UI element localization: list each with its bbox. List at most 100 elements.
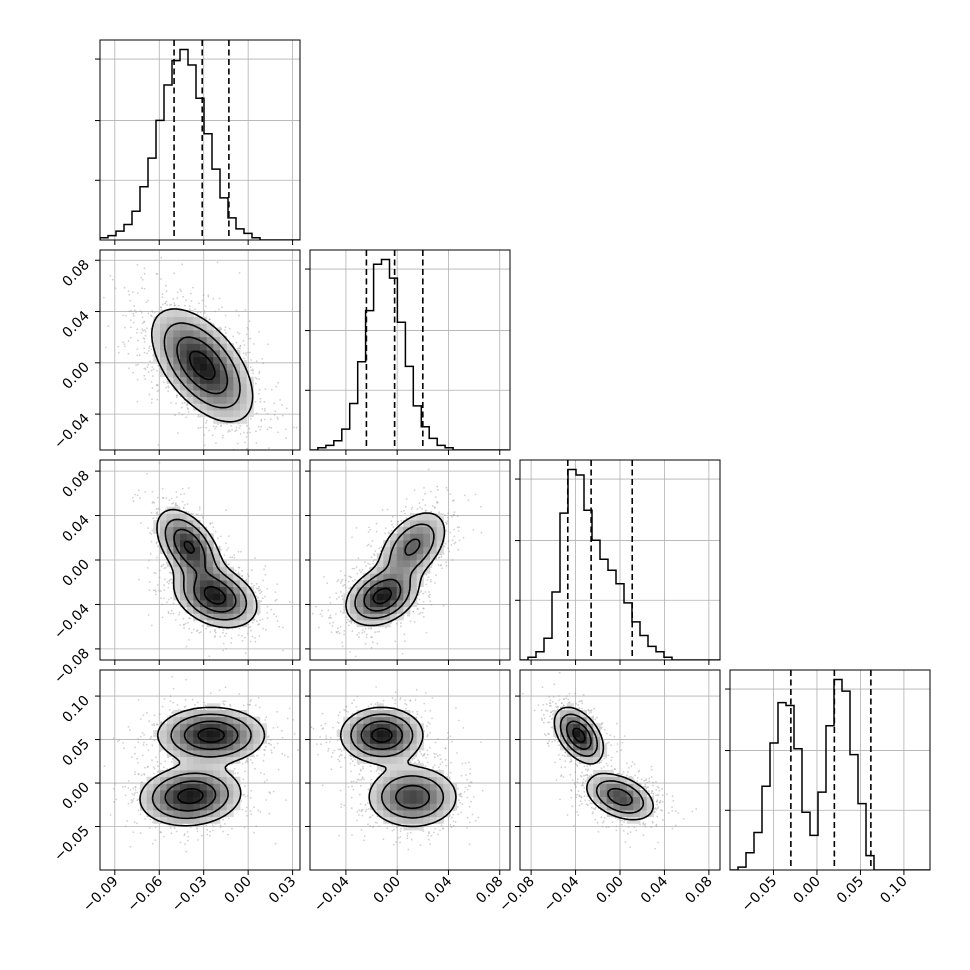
density-cell [180, 553, 188, 561]
sample-point [328, 617, 330, 619]
sample-point [438, 556, 441, 559]
sample-point [242, 431, 245, 434]
sample-point [185, 403, 188, 406]
sample-point [287, 756, 289, 758]
density-cell [396, 553, 404, 561]
sample-point [146, 473, 149, 475]
sample-point [136, 494, 139, 497]
density-cell [186, 553, 194, 561]
sample-point [165, 497, 168, 499]
sample-point [374, 550, 377, 552]
density-cell [206, 343, 214, 351]
sample-point [262, 362, 265, 365]
sample-point [259, 400, 262, 403]
sample-point [339, 582, 342, 584]
sample-point [440, 564, 443, 567]
density-cell [220, 600, 228, 608]
sample-point [250, 629, 252, 632]
sample-point [130, 326, 132, 329]
sample-point [257, 596, 259, 599]
sample-point [156, 511, 159, 513]
density-cell [186, 316, 194, 324]
density-cell [403, 553, 411, 561]
sample-point [177, 304, 180, 307]
sample-point [176, 504, 179, 507]
sample-point [369, 529, 372, 531]
sample-point [422, 607, 425, 610]
sample-point [175, 502, 177, 504]
density-cell [213, 580, 221, 588]
density-cell [206, 396, 214, 404]
sample-point [266, 605, 269, 608]
sample-point [150, 315, 153, 318]
density-cell [153, 343, 161, 351]
density-cell [226, 580, 234, 588]
density-cell [206, 580, 214, 588]
sample-point [156, 556, 158, 559]
density-cell [403, 520, 411, 528]
density-cell [206, 593, 214, 601]
sample-point [163, 381, 165, 384]
sample-point [159, 713, 161, 716]
sample-point [165, 300, 168, 303]
density-cell [206, 336, 214, 344]
sample-point [311, 612, 314, 615]
sample-point [163, 567, 166, 570]
sample-point [235, 341, 238, 344]
sample-point [419, 506, 421, 509]
sample-point [375, 530, 378, 533]
sample-point [166, 304, 169, 306]
sample-point [255, 360, 258, 362]
sample-point [268, 426, 271, 429]
density-cell [180, 566, 188, 574]
sample-point [447, 547, 450, 550]
sample-point [430, 510, 433, 513]
sample-point [143, 320, 146, 323]
sample-point [365, 636, 368, 639]
sample-point [225, 632, 228, 635]
sample-point [146, 352, 149, 355]
sample-point [372, 560, 375, 562]
sample-point [159, 569, 161, 572]
sample-point [211, 824, 214, 827]
sample-point [203, 701, 206, 704]
sample-point [259, 397, 262, 400]
sample-point [157, 444, 160, 446]
density-cell [186, 566, 194, 574]
sample-point [199, 311, 202, 314]
density-cell [246, 600, 254, 608]
density-cell [200, 356, 208, 364]
sample-point [144, 334, 147, 337]
density-cell [200, 586, 208, 594]
sample-point [247, 351, 250, 354]
sample-point [127, 340, 130, 342]
sample-point [141, 287, 143, 290]
sample-point [195, 513, 198, 516]
sample-point [161, 296, 164, 298]
sample-point [107, 325, 110, 328]
sample-point [211, 434, 214, 437]
sample-point [446, 516, 449, 519]
sample-point [175, 394, 178, 397]
sample-point [165, 508, 168, 511]
sample-point [151, 529, 154, 532]
contour-line [363, 538, 421, 612]
density-cell [233, 403, 241, 411]
density-cell [226, 396, 234, 404]
sample-point [249, 626, 252, 628]
sample-point [257, 623, 259, 626]
density-cell [383, 593, 391, 601]
sample-point [153, 311, 156, 314]
sample-point [185, 416, 188, 419]
sample-point [345, 621, 348, 624]
sample-point [351, 630, 354, 633]
sample-point [277, 667, 279, 669]
density-cell [240, 606, 248, 614]
sample-point [331, 625, 334, 627]
sample-point [270, 608, 272, 611]
sample-point [267, 490, 269, 492]
sample-point [143, 267, 146, 270]
density-cell [173, 336, 181, 344]
sample-point [386, 508, 389, 511]
sample-point [341, 645, 344, 648]
